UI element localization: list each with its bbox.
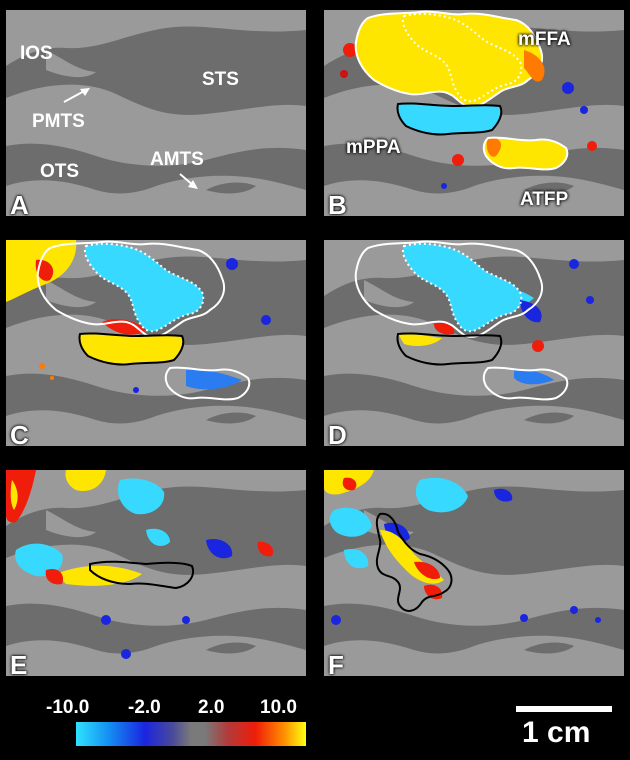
colorbar-tick-1: -10.0	[46, 697, 90, 718]
colorbar-tick-4: 10.0	[260, 697, 297, 718]
panel-f: F	[324, 470, 624, 676]
activation-map-d	[324, 240, 624, 446]
activation-map-f	[324, 470, 624, 676]
scale-label: 1 cm	[522, 716, 591, 749]
roi-label-atfp: ATFP	[520, 189, 569, 210]
colorbar-tick-3: 2.0	[198, 697, 225, 718]
roi-label-mppa: mPPA	[346, 137, 401, 158]
activation-map-e	[6, 470, 306, 676]
label-sts: STS	[202, 69, 239, 90]
scale-bar	[516, 706, 612, 712]
activation-map-b	[324, 10, 624, 216]
panel-label-e: E	[10, 650, 28, 676]
colorbar-tick-2: -2.0	[128, 697, 161, 718]
panel-d: D	[324, 240, 624, 446]
panel-c: C	[6, 240, 306, 446]
panel-label-f: F	[328, 650, 344, 676]
panel-label-c: C	[10, 420, 29, 446]
panel-label-d: D	[328, 420, 347, 446]
label-ios: IOS	[20, 43, 53, 64]
anatomy-map	[6, 10, 306, 216]
panel-label-b: B	[328, 190, 347, 216]
activation-map-c	[6, 240, 306, 446]
colorbar	[76, 722, 306, 746]
panel-a: IOS STS PMTS OTS AMTS A	[6, 10, 306, 216]
panel-b: mFFA mPPA ATFP B	[324, 10, 624, 216]
roi-label-mffa: mFFA	[518, 29, 571, 50]
label-pmts: PMTS	[32, 111, 85, 132]
panel-e: E	[6, 470, 306, 676]
panel-label-a: A	[10, 190, 29, 216]
label-amts: AMTS	[150, 149, 204, 170]
label-ots: OTS	[40, 161, 80, 182]
